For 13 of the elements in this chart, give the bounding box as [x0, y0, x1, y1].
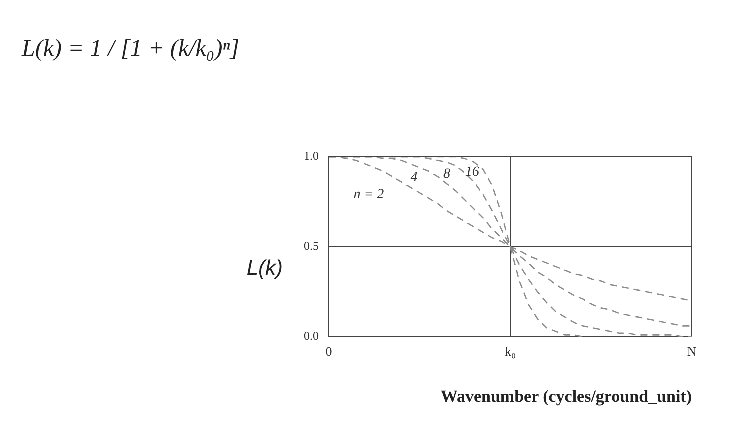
series-label: 16 — [465, 164, 480, 180]
series-label: n = 2 — [354, 187, 384, 202]
series-label: 8 — [443, 166, 450, 182]
y-tick-label: 0.5 — [304, 239, 319, 254]
x-axis-title: Wavenumber (cycles/ground_unit) — [440, 387, 692, 406]
x-tick-label: 0 — [326, 344, 332, 360]
y-axis-title: L(k) — [246, 256, 283, 280]
x-tick-label: N — [687, 344, 698, 360]
y-tick-label: 0.0 — [304, 329, 319, 344]
x-tick-label: k₀ — [504, 344, 516, 360]
series-label: 4 — [410, 170, 418, 186]
text: L(k) = 1 / [1 + (k/k₀)ⁿ] — [22, 36, 240, 63]
y-tick-label: 1.0 — [304, 149, 319, 164]
